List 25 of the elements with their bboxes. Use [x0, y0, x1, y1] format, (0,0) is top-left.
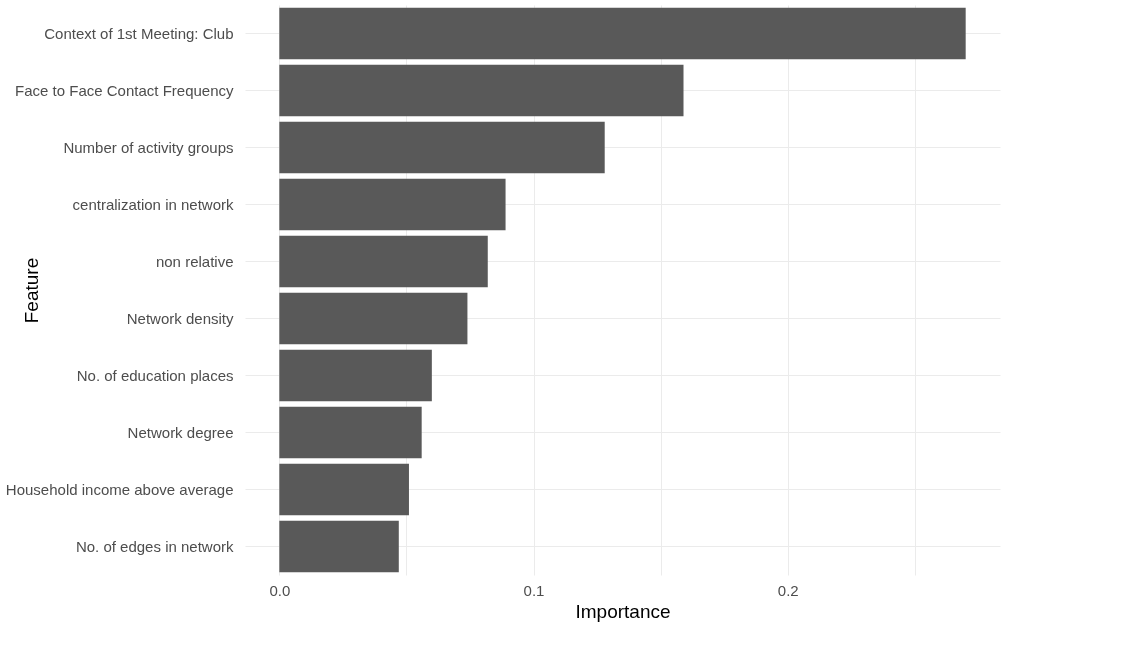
bar — [279, 178, 506, 231]
y-axis-title: Feature — [20, 257, 42, 324]
y-tick-label: non relative — [155, 252, 234, 270]
y-tick-label: Network density — [126, 309, 234, 327]
y-tick-label: No. of edges in network — [75, 537, 234, 555]
y-tick-label: centralization in network — [72, 195, 234, 213]
y-tick-label: Context of 1st Meeting: Club — [44, 24, 234, 42]
y-tick-label: Network degree — [127, 423, 234, 441]
x-tick-label: 0.1 — [523, 581, 545, 599]
bar — [279, 406, 422, 459]
y-tick-label: Face to Face Contact Frequency — [15, 81, 234, 99]
bar — [279, 520, 399, 573]
bar — [279, 463, 409, 516]
bar — [279, 235, 488, 288]
bar — [279, 121, 605, 174]
y-tick-label: Number of activity groups — [63, 138, 234, 156]
y-tick-label: No. of education places — [76, 366, 234, 384]
bar — [279, 7, 966, 60]
bar — [279, 349, 432, 402]
x-axis-title: Importance — [575, 600, 671, 622]
bar — [279, 292, 468, 345]
x-tick-label: 0.2 — [777, 581, 799, 599]
bar — [279, 64, 684, 117]
x-tick-label: 0.0 — [269, 581, 291, 599]
y-tick-label: Household income above average — [5, 480, 234, 498]
